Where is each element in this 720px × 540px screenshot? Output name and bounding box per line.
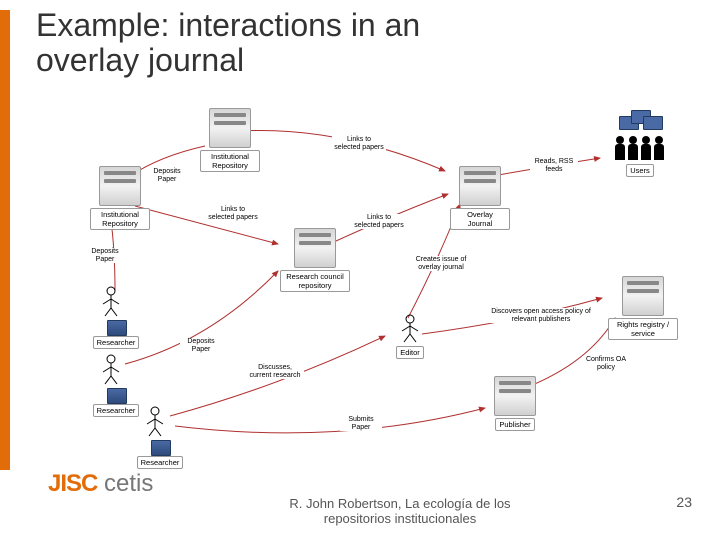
node-label: Institutional Repository	[200, 150, 260, 172]
server-icon	[459, 166, 501, 206]
node-publisher: Publisher	[490, 376, 540, 431]
edge-label: Discusses, current research	[246, 364, 304, 379]
laptop-icon	[107, 320, 127, 336]
edge-label: Reads, RSS feeds	[530, 158, 578, 173]
laptop-icon	[151, 440, 171, 456]
diagram-arrows	[60, 76, 690, 456]
edge-label: Creates issue of overlay journal	[408, 256, 474, 271]
node-label: Editor	[396, 346, 424, 359]
edge-label: Deposits Paper	[180, 338, 222, 353]
edge-label: Deposits Paper	[84, 248, 126, 263]
people-icon	[612, 136, 668, 164]
node-institutional-repository-1: Institutional Repository	[90, 166, 150, 230]
cetis-logo-text: cetis	[104, 470, 153, 497]
node-researcher-3: Researcher	[132, 406, 188, 469]
server-icon	[494, 376, 536, 416]
edge-label: Links to selected papers	[206, 206, 260, 221]
footer-attribution: R. John Robertson, La ecología de los re…	[260, 496, 540, 526]
accent-bar	[0, 10, 10, 470]
node-overlay-journal: Overlay Journal	[450, 166, 510, 230]
edge-label: Discovers open access policy of relevant…	[490, 308, 592, 323]
server-icon	[209, 108, 251, 148]
server-icon	[99, 166, 141, 206]
server-icon	[622, 276, 664, 316]
overlay-journal-diagram: Institutional Repository Institutional R…	[60, 76, 690, 456]
title-line-2: overlay journal	[36, 42, 244, 78]
jisc-logo-text: JISC	[48, 470, 97, 497]
node-label: Publisher	[495, 418, 534, 431]
actor-icon	[101, 354, 131, 386]
node-label: Users	[626, 164, 654, 177]
page-number: 23	[676, 494, 692, 510]
node-label: Researcher	[93, 336, 140, 349]
node-label: Rights registry / service	[608, 318, 678, 340]
actor-icon	[145, 406, 175, 438]
title-line-1: Example: interactions in an	[36, 7, 420, 43]
page-title: Example: interactions in an overlay jour…	[36, 8, 420, 78]
actor-icon	[101, 286, 131, 318]
node-label: Overlay Journal	[450, 208, 510, 230]
server-icon	[294, 228, 336, 268]
laptop-icon	[107, 388, 127, 404]
footer-logo: JISC cetis	[48, 470, 153, 498]
edge-label: Deposits Paper	[146, 168, 188, 183]
node-rights-registry: Rights registry / service	[608, 276, 678, 340]
node-research-council-repository: Research council repository	[280, 228, 350, 292]
node-label: Research council repository	[280, 270, 350, 292]
node-label: Researcher	[137, 456, 184, 469]
actor-icon	[399, 314, 421, 344]
edge-label: Links to selected papers	[352, 214, 406, 229]
edge-label: Confirms OA policy	[582, 356, 630, 371]
edge-label: Submits Paper	[340, 416, 382, 431]
monitors-icon	[617, 108, 663, 136]
node-editor: Editor	[390, 314, 430, 359]
node-researcher-1: Researcher	[88, 286, 144, 349]
node-users: Users	[605, 108, 675, 177]
edge-label: Links to selected papers	[332, 136, 386, 151]
node-institutional-repository-2: Institutional Repository	[200, 108, 260, 172]
node-label: Institutional Repository	[90, 208, 150, 230]
